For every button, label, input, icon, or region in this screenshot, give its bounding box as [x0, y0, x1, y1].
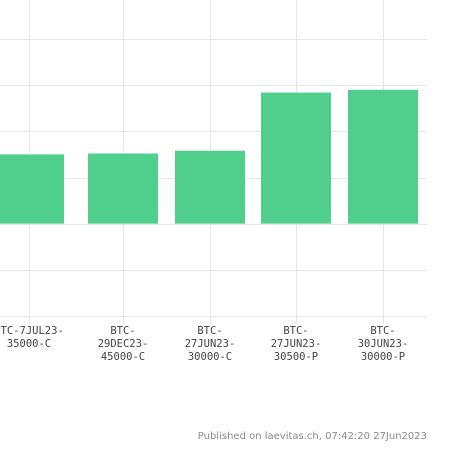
x-tick-label: BTC-27JUN23-30500-P	[271, 325, 322, 363]
grid-lines	[0, 0, 427, 324]
x-tick-label: BTC-30JUN23-30000-P	[358, 325, 409, 363]
x-tick-label: BTC-7JUL23-35000-C	[0, 325, 64, 350]
bar-1[interactable]	[88, 153, 158, 224]
x-tick-label: BTC-29DEC23-45000-C	[98, 325, 149, 363]
bars	[0, 89, 418, 224]
bar-2[interactable]	[175, 150, 245, 224]
x-tick-label: BTC-27JUN23-30000-C	[185, 325, 236, 363]
bar-4[interactable]	[348, 89, 418, 224]
x-tick-labels: BTC-7JUL23-35000-C BTC-29DEC23-45000-C BTC…	[0, 325, 408, 363]
bar-0[interactable]	[0, 154, 64, 224]
published-footer: Published on laevitas.ch, 07:42:20 27Jun…	[197, 431, 427, 442]
bar-3[interactable]	[261, 92, 331, 224]
